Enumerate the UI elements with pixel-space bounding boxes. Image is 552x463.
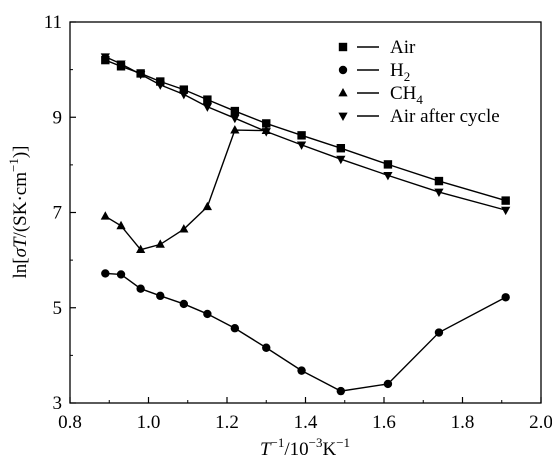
data-point-ch4 [136,244,146,254]
data-point-air-after-cycle [261,128,271,137]
data-point-air-after-cycle [336,155,346,165]
data-point-h2 [136,284,145,293]
y-tick-label: 11 [44,12,62,33]
series-line-h2 [105,272,507,392]
data-point-h2 [101,269,110,278]
legend-marker-air-after-cycle [338,112,348,122]
series-air [101,55,510,205]
legend-label-air-after-cycle: Air after cycle [390,106,500,127]
data-point-air-after-cycle [501,206,511,216]
x-tick-label: 1.4 [294,412,318,433]
ticks [69,21,542,404]
legend-label-h2: H2 [390,60,410,84]
data-point-h2 [297,366,306,375]
y-tick-label: 3 [53,393,63,414]
tick-labels: 0.8 1.0 1.2 1.4 1.6 1.8 2.0 3 5 7 9 11 [44,12,552,433]
data-point-air-after-cycle [100,53,110,62]
y-tick-label: 5 [53,298,63,319]
series-air-after-cycle [100,53,511,216]
series-line-ch4 [104,129,267,251]
legend-label-ch4: CH4 [390,83,423,107]
data-point-ch4 [155,239,165,248]
x-tick-label: 1.8 [451,412,475,433]
legend-item-h2: H2 [338,60,410,84]
x-tick-label: 2.0 [529,412,552,433]
data-point-air [383,160,393,169]
x-tick-label: 1.6 [372,412,396,433]
data-point-air [230,106,240,116]
data-point-air-after-cycle [296,141,307,150]
data-point-air [179,85,189,94]
data-point-h2 [336,386,346,396]
x-tick-label: 1.2 [215,412,239,433]
legend-item-air-after-cycle: Air after cycle [338,106,500,127]
legend-marker-ch4 [338,87,348,97]
data-point-air-after-cycle [230,114,240,124]
legend-item-air: Air [338,37,416,58]
data-point-h2 [262,343,271,352]
data-point-air-after-cycle [179,91,189,100]
y-tick-label: 9 [53,107,63,128]
data-point-h2 [383,379,393,389]
data-point-air [434,176,444,186]
y-tick-label: 7 [53,203,63,224]
data-point-h2 [434,328,444,337]
legend-item-ch4: CH4 [338,83,423,107]
data-point-ch4 [116,220,126,230]
x-tick-label: 0.8 [58,412,82,433]
data-point-h2 [156,291,165,301]
x-tick-label: 1.0 [137,412,161,433]
legend-marker-h2 [338,65,348,75]
data-point-h2 [501,293,510,302]
data-point-air [297,131,306,140]
data-point-air-after-cycle [136,71,146,80]
y-axis-label: ln[σT/(SK·cm−1)] [6,146,31,279]
data-point-air [262,119,271,128]
series-line-air [105,59,506,202]
data-point-air [336,144,346,153]
data-point-air-after-cycle [202,103,212,112]
series-layer [100,53,511,396]
legend-marker-air [338,42,348,52]
data-point-ch4 [230,125,240,134]
data-point-ch4 [100,211,110,220]
data-point-air [501,196,510,205]
series-h2 [101,269,510,396]
data-point-air-after-cycle [155,81,165,90]
data-point-air-after-cycle [383,171,393,181]
x-axis-label: T−1/10−3K−1 [260,435,350,460]
data-point-air [203,95,212,104]
data-point-ch4 [202,201,212,211]
data-point-air-after-cycle [116,60,126,69]
legend-label-air: Air [390,37,416,58]
data-point-h2 [179,299,189,309]
data-point-air-after-cycle [434,188,444,198]
data-point-h2 [203,309,212,319]
series-ch4 [100,125,271,254]
data-point-h2 [116,270,126,279]
data-point-ch4 [179,224,189,233]
data-point-h2 [230,324,240,333]
